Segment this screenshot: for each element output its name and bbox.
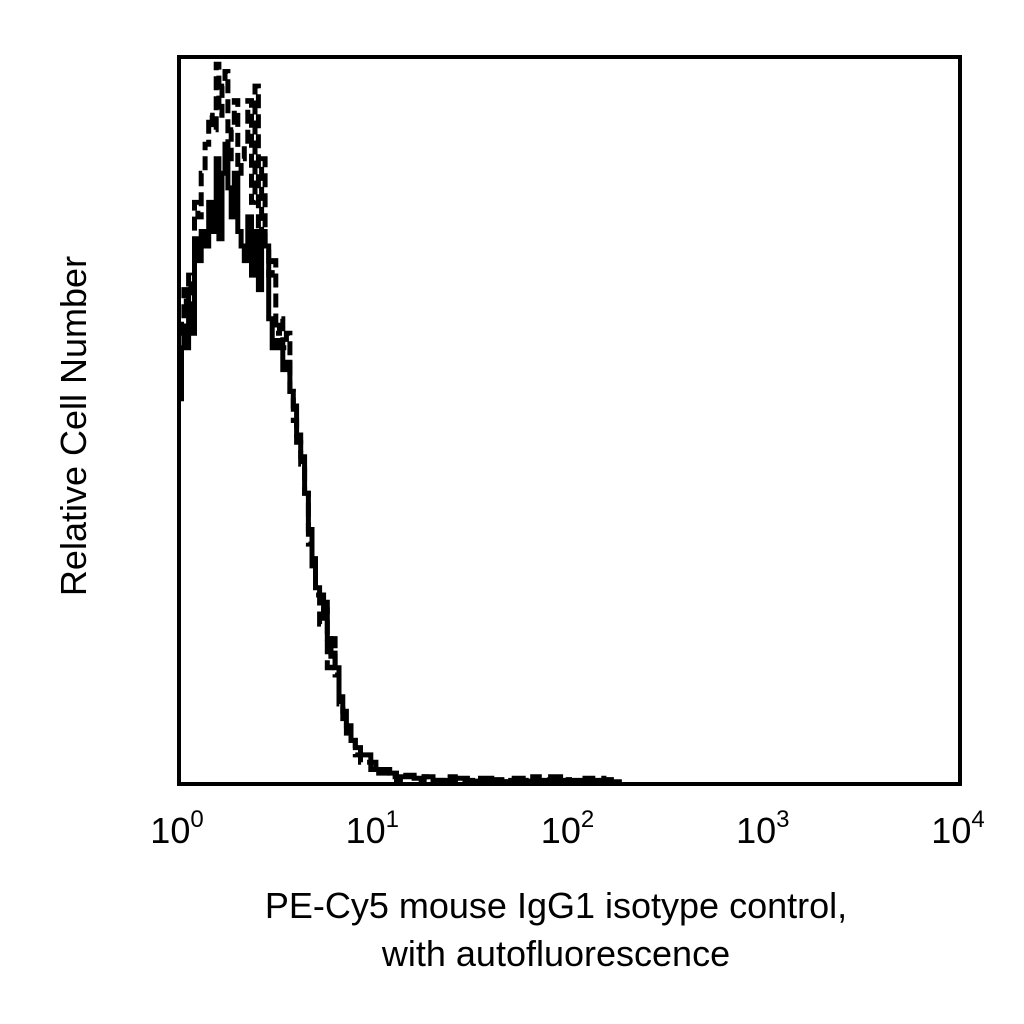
y-axis-title: Relative Cell Number [53,256,94,596]
x-tick-labels: 100 101 102 103 104 [150,806,984,851]
series-layer [179,61,622,785]
x-tick-exponent: 1 [386,806,399,833]
x-tick-exponent: 2 [581,806,594,833]
x-tick-label: 102 [541,806,594,851]
x-tick-base: 10 [346,810,386,851]
series-line-dashed [179,61,622,785]
x-tick-exponent: 3 [776,806,789,833]
x-tick-label: 103 [736,806,789,851]
x-axis-title-line-2: with autofluorescence [381,933,730,974]
x-tick-label: 100 [150,806,203,851]
x-axis-title-line-1: PE-Cy5 mouse IgG1 isotype control, [265,885,847,926]
x-tick-label: 104 [931,806,984,851]
x-tick-label: 101 [346,806,399,851]
x-tick-base: 10 [931,810,971,851]
plot-frame [177,55,962,786]
x-tick-base: 10 [736,810,776,851]
x-tick-exponent: 4 [971,806,984,833]
x-tick-base: 10 [150,810,190,851]
x-tick-base: 10 [541,810,581,851]
x-tick-exponent: 0 [190,806,203,833]
